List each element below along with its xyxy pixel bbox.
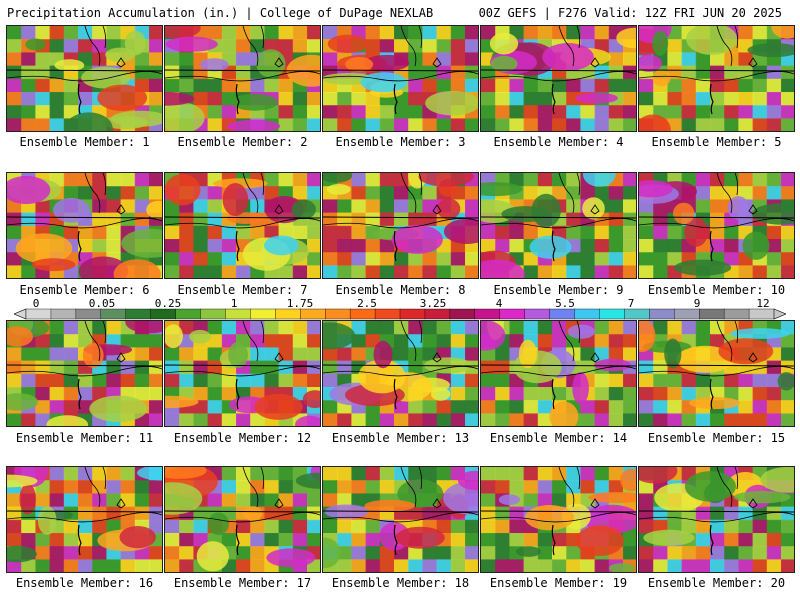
ensemble-member-label: Ensemble Member: 10 xyxy=(647,283,786,297)
ensemble-member-map xyxy=(164,172,321,279)
ensemble-member-label: Ensemble Member: 6 xyxy=(19,283,150,297)
ensemble-member-label: Ensemble Member: 5 xyxy=(651,135,782,149)
ensemble-member-label: Ensemble Member: 19 xyxy=(489,576,628,590)
precip-colorbar xyxy=(14,308,786,320)
ensemble-member-map xyxy=(480,25,637,132)
colorbar-tick-label: 5.5 xyxy=(555,297,575,310)
ensemble-member-map xyxy=(322,466,479,573)
map-title: Precipitation Accumulation (in.) | Colle… xyxy=(7,6,434,20)
colorbar-tick-label: 1 xyxy=(230,297,238,310)
ensemble-member-label: Ensemble Member: 7 xyxy=(177,283,308,297)
ensemble-member-map xyxy=(322,25,479,132)
ensemble-member-label: Ensemble Member: 1 xyxy=(19,135,150,149)
ensemble-member-map xyxy=(6,25,163,132)
ensemble-member-label: Ensemble Member: 3 xyxy=(335,135,466,149)
ensemble-member-map xyxy=(480,172,637,279)
ensemble-member-map xyxy=(638,172,795,279)
ensemble-member-map xyxy=(638,25,795,132)
ensemble-member-label: Ensemble Member: 16 xyxy=(15,576,154,590)
ensemble-member-label: Ensemble Member: 2 xyxy=(177,135,308,149)
ensemble-member-map xyxy=(164,466,321,573)
ensemble-member-label: Ensemble Member: 4 xyxy=(493,135,624,149)
ensemble-member-map xyxy=(6,466,163,573)
model-run-info: 00Z GEFS | F276 Valid: 12Z FRI JUN 20 20… xyxy=(478,6,782,20)
ensemble-member-map xyxy=(6,172,163,279)
ensemble-member-map xyxy=(480,466,637,573)
ensemble-member-label: Ensemble Member: 20 xyxy=(647,576,786,590)
ensemble-member-map xyxy=(6,320,163,427)
colorbar-tick-label: 0 xyxy=(32,297,40,310)
ensemble-member-label: Ensemble Member: 9 xyxy=(493,283,624,297)
ensemble-member-label: Ensemble Member: 13 xyxy=(331,431,470,445)
colorbar-tick-label: 0.25 xyxy=(154,297,182,310)
colorbar-tick-label: 1.75 xyxy=(286,297,314,310)
colorbar-tick-label: 2.5 xyxy=(357,297,377,310)
ensemble-member-map xyxy=(638,320,795,427)
colorbar-tick-label: 0.05 xyxy=(88,297,116,310)
colorbar-tick-label: 12 xyxy=(756,297,770,310)
ensemble-member-label: Ensemble Member: 11 xyxy=(15,431,154,445)
colorbar-tick-label: 3.25 xyxy=(419,297,447,310)
ensemble-member-label: Ensemble Member: 17 xyxy=(173,576,312,590)
ensemble-member-map xyxy=(638,466,795,573)
ensemble-member-map xyxy=(164,25,321,132)
colorbar-tick-label: 4 xyxy=(495,297,503,310)
colorbar-tick-label: 9 xyxy=(693,297,701,310)
ensemble-member-map xyxy=(164,320,321,427)
colorbar-tick-label: 7 xyxy=(627,297,635,310)
ensemble-member-map xyxy=(322,320,479,427)
ensemble-member-map xyxy=(480,320,637,427)
ensemble-member-label: Ensemble Member: 8 xyxy=(335,283,466,297)
ensemble-member-label: Ensemble Member: 18 xyxy=(331,576,470,590)
ensemble-member-label: Ensemble Member: 14 xyxy=(489,431,628,445)
ensemble-member-label: Ensemble Member: 12 xyxy=(173,431,312,445)
ensemble-member-label: Ensemble Member: 15 xyxy=(647,431,786,445)
ensemble-member-map xyxy=(322,172,479,279)
